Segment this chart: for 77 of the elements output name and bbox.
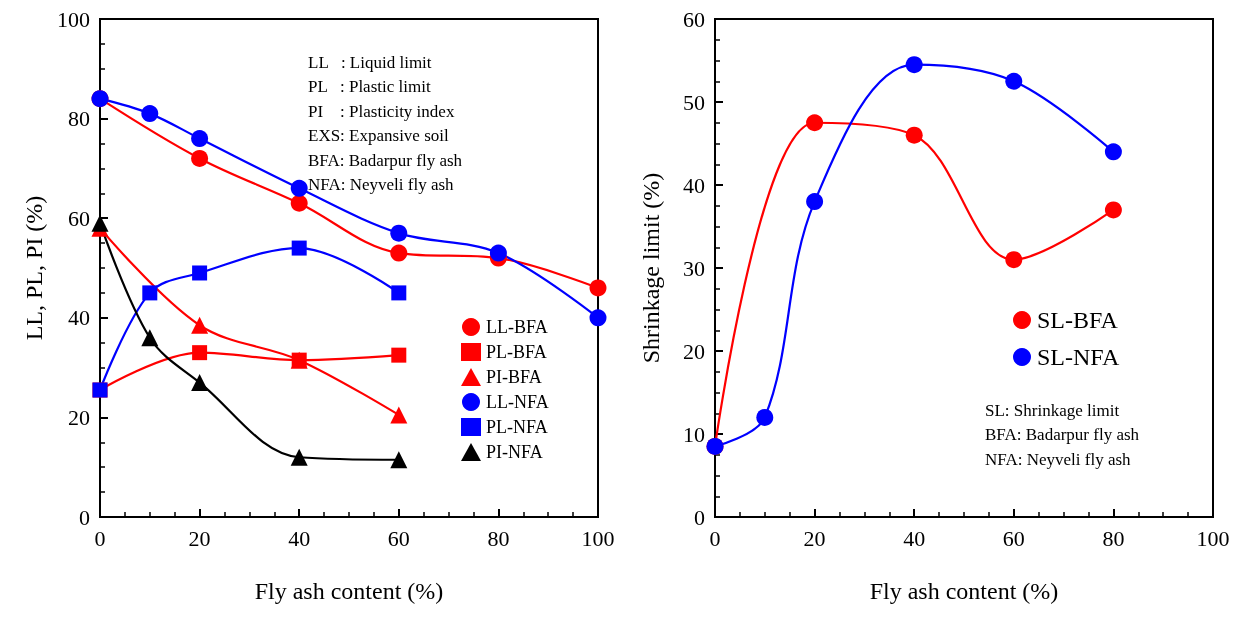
y-tick-label: 60 xyxy=(68,205,90,231)
x-tick-label: 100 xyxy=(581,525,615,551)
point xyxy=(141,329,159,347)
legend-label: PI-BFA xyxy=(486,367,542,387)
y-tick-label: 60 xyxy=(683,6,705,32)
annotation: PL : Plastic limit xyxy=(308,77,431,97)
point xyxy=(192,345,208,361)
y-axis-title: Shrinkage limit (%) xyxy=(638,172,664,364)
point xyxy=(1104,201,1122,219)
legend-label: PL-NFA xyxy=(486,417,548,437)
x-tick-label: 40 xyxy=(288,525,311,551)
x-axis-title: Fly ash content (%) xyxy=(254,578,444,604)
point xyxy=(806,193,824,211)
x-tick-label: 20 xyxy=(803,525,826,551)
x-tick-label: 0 xyxy=(94,525,106,551)
x-tick-label: 80 xyxy=(487,525,510,551)
point xyxy=(391,347,407,363)
point xyxy=(141,105,159,123)
point xyxy=(589,279,607,297)
point xyxy=(390,244,408,262)
y-tick-label: 40 xyxy=(683,172,705,198)
y-tick-label: 100 xyxy=(57,6,90,32)
point xyxy=(291,240,307,256)
point xyxy=(1005,72,1023,90)
legend-label: SL-NFA xyxy=(1037,344,1120,370)
y-tick-label: 50 xyxy=(683,89,705,115)
point xyxy=(191,130,209,148)
x-tick-label: 80 xyxy=(1102,525,1125,551)
y-tick-label: 40 xyxy=(68,305,90,331)
annotation: NFA: Neyveli fly ash xyxy=(985,449,1132,469)
point xyxy=(806,114,824,132)
point xyxy=(905,56,923,74)
point xyxy=(191,149,209,167)
point xyxy=(290,194,308,212)
y-tick-label: 80 xyxy=(68,106,90,132)
legend-label: LL-BFA xyxy=(486,317,548,337)
point xyxy=(142,285,158,301)
point xyxy=(589,309,607,327)
annotation: PI : Plasticity index xyxy=(308,101,455,121)
point xyxy=(390,224,408,242)
x-tick-label: 60 xyxy=(1002,525,1025,551)
y-tick-label: 0 xyxy=(79,504,90,530)
point xyxy=(290,179,308,197)
legend-label: PI-NFA xyxy=(486,442,543,462)
point xyxy=(290,448,308,466)
point xyxy=(756,408,774,426)
y-tick-label: 30 xyxy=(683,255,705,281)
y-tick-label: 10 xyxy=(683,421,705,447)
point xyxy=(390,406,408,424)
legend-label: SL-BFA xyxy=(1037,307,1119,333)
y-tick-label: 20 xyxy=(68,404,90,430)
legend-label: PL-BFA xyxy=(486,342,547,362)
y-axis-title: LL, PL, PI (%) xyxy=(21,195,48,341)
point xyxy=(390,451,408,469)
point xyxy=(1104,143,1122,161)
y-tick-label: 0 xyxy=(694,504,705,530)
point xyxy=(191,374,209,392)
point xyxy=(192,265,208,281)
legend-label: LL-NFA xyxy=(486,392,549,412)
annotation: EXS: Expansive soil xyxy=(308,126,449,146)
x-axis-title: Fly ash content (%) xyxy=(869,578,1059,604)
point xyxy=(391,285,407,301)
annotation: LL : Liquid limit xyxy=(308,52,432,72)
point xyxy=(191,316,209,334)
annotation: SL: Shrinkage limit xyxy=(985,400,1120,420)
annotation: BFA: Badarpur fly ash xyxy=(985,425,1140,445)
y-tick-label: 20 xyxy=(683,338,705,364)
x-tick-label: 40 xyxy=(903,525,926,551)
x-tick-label: 60 xyxy=(387,525,410,551)
point xyxy=(905,126,923,144)
point xyxy=(489,244,507,262)
annotation: NFA: Neyveli fly ash xyxy=(308,175,455,195)
x-tick-label: 100 xyxy=(1196,525,1230,551)
point xyxy=(1005,251,1023,269)
x-tick-label: 0 xyxy=(709,525,721,551)
x-tick-label: 20 xyxy=(188,525,211,551)
annotation: BFA: Badarpur fly ash xyxy=(308,150,463,170)
